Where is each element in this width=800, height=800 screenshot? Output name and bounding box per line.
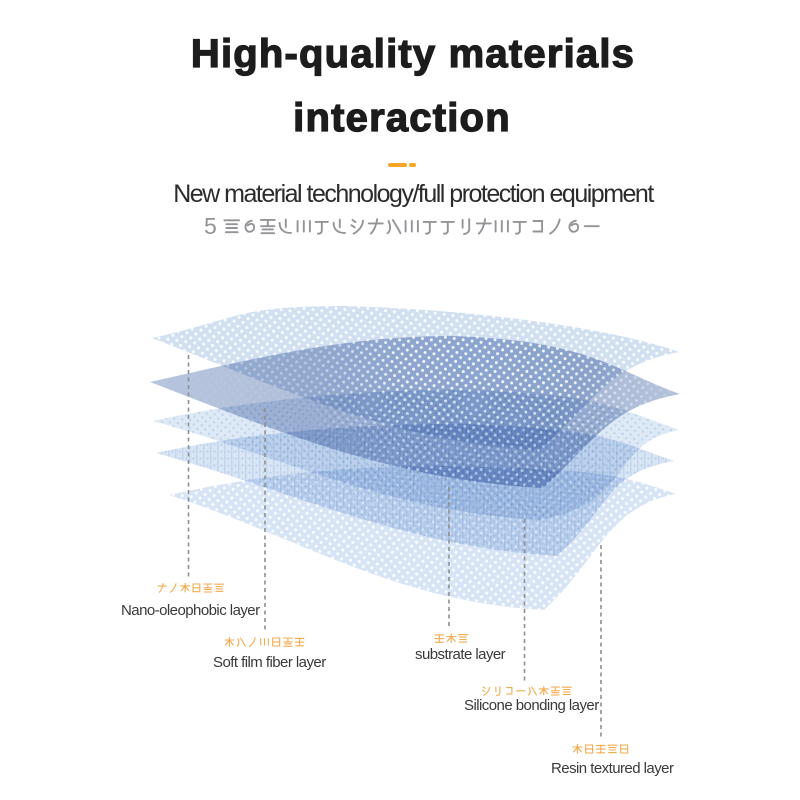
- svg-text:5: 5: [204, 213, 217, 239]
